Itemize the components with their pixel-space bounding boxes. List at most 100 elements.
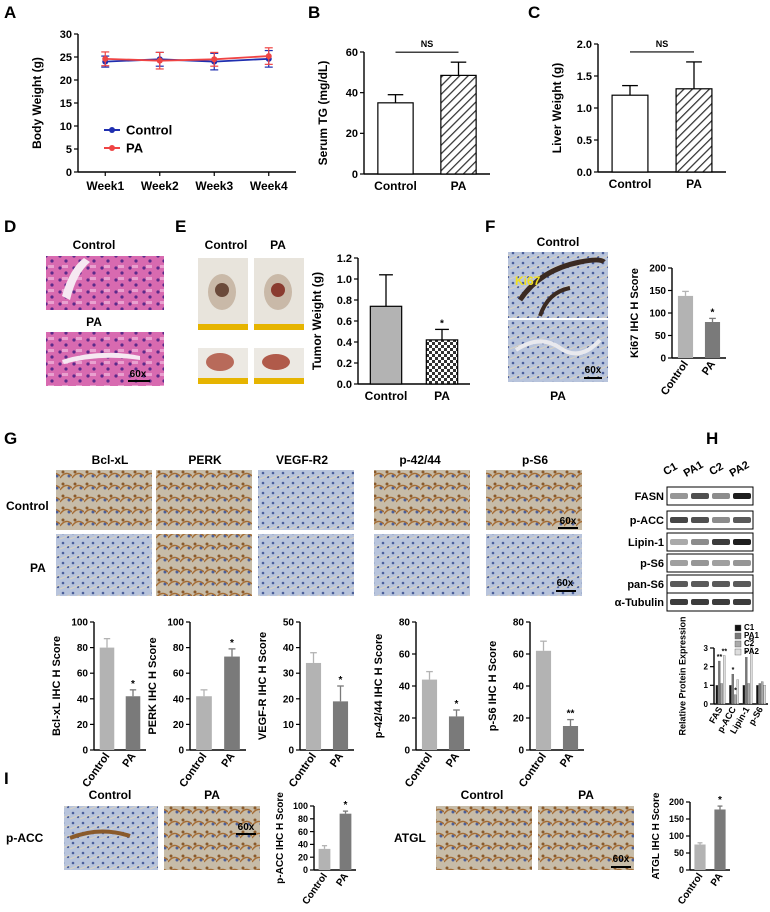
x-tick-label: PA (328, 751, 346, 770)
chart-a-legend: Control PA (104, 123, 172, 156)
panel-e-label-pa: PA (270, 238, 286, 252)
y-tick-label: 1.0 (577, 103, 592, 115)
panel-i-left-col-control: Control (89, 788, 132, 802)
y-tick-label: 40 (283, 643, 295, 654)
y-tick-label: 60 (77, 669, 89, 680)
legend-label: PA2 (744, 647, 760, 656)
significance-label: ** (749, 637, 755, 644)
y-tick-label: 20 (77, 720, 89, 731)
significance-label: * (339, 675, 343, 686)
x-tick-label: Control (80, 751, 112, 790)
panel-letter-g: G (4, 429, 17, 448)
y-tick-label: 1.5 (577, 71, 592, 83)
bar-c1 (715, 685, 719, 705)
y-tick-label: 0 (352, 169, 358, 181)
bar-pa (704, 322, 721, 358)
significance-label: * (131, 679, 135, 690)
legend-marker (109, 127, 115, 133)
x-tick-label: PA (434, 389, 450, 403)
y-tick-label: 20 (283, 694, 295, 705)
panel-d-label-pa: PA (86, 315, 102, 329)
data-point (102, 55, 109, 62)
y-tick-label: 2 (704, 662, 709, 671)
significance-label: NS (656, 39, 669, 49)
bar-pa (224, 656, 240, 750)
x-tick-label: Control (609, 177, 652, 191)
panel-f-image-control (508, 252, 608, 318)
blot-band (691, 599, 709, 605)
blot-band (670, 493, 688, 499)
significance-label: * (455, 699, 459, 710)
x-tick-label: Control (403, 751, 435, 790)
y-tick-label: 0 (704, 700, 709, 709)
chart-g2-axes: 0 20 40 60 80 100 PERK IHC H Score Control PA * (147, 618, 246, 790)
blot-label: p-ACC (630, 515, 664, 527)
y-axis-label: Liver Weight (g) (550, 63, 564, 153)
panel-letter-b: B (308, 3, 320, 22)
legend-label: PA1 (744, 631, 760, 640)
panel-letters: A B C D E F G H I (4, 3, 718, 788)
panel-letter-e: E (175, 217, 186, 236)
bar-pa1 (745, 657, 748, 705)
legend-swatch (734, 640, 742, 648)
significance-label: * (718, 795, 722, 806)
blot-band (733, 599, 751, 605)
y-tick-label: 20 (298, 852, 308, 862)
x-tick-label: Control (301, 871, 331, 907)
bar-control (694, 844, 706, 870)
blot-frame (666, 532, 754, 552)
y-tick-label: 100 (669, 831, 684, 841)
panel-f-image-pa (508, 320, 608, 382)
bar-c1 (729, 685, 732, 705)
panel-f-marker: Ki67 (515, 274, 541, 288)
y-axis-label: Body Weight (g) (30, 57, 44, 149)
y-tick-label: 15 (60, 98, 72, 110)
panel-h-lane-2: C2 (707, 461, 725, 478)
bar-pa (562, 726, 579, 750)
y-tick-label: 80 (399, 618, 411, 629)
bar-pa (448, 716, 465, 750)
y-tick-label: 40 (346, 88, 358, 100)
y-tick-label: 60 (513, 650, 525, 661)
bar-c2 (720, 683, 723, 705)
panel-i-left-scale: 60x (238, 822, 255, 833)
panel-i-right-col-control: Control (461, 788, 504, 802)
x-tick-label: Control (659, 359, 691, 398)
x-tick-label: PA (120, 751, 138, 770)
y-tick-label: 50 (655, 331, 667, 342)
y-tick-label: 0.6 (337, 316, 352, 328)
y-tick-label: 50 (674, 848, 684, 858)
y-tick-label: 0 (82, 746, 88, 757)
y-tick-label: 60 (346, 47, 358, 59)
bar-control (369, 305, 403, 385)
legend-swatch (734, 648, 742, 656)
bar-pa (125, 696, 141, 750)
blot-band (670, 517, 688, 523)
x-tick-label: Control (365, 389, 408, 403)
y-tick-label: 20 (173, 720, 185, 731)
y-tick-label: 0.4 (337, 337, 353, 349)
y-tick-label: 3 (704, 644, 709, 653)
chart-g4-axes: 0 20 40 60 80 p-42/44 IHC H Score Control PA * (373, 618, 470, 790)
y-tick-label: 10 (283, 720, 295, 731)
bar-pa (339, 813, 352, 870)
chart-a-axes: 0 5 10 15 20 25 30 Body Weight (g) Week1 Week2 Wee… (30, 29, 296, 193)
legend-label: Control (126, 123, 172, 138)
y-tick-label: 60 (173, 669, 185, 680)
chart-i1-axes: 0 20 40 60 80 100 p-ACC IHC H Score Control PA * (275, 792, 356, 907)
panel-i-right-col-pa: PA (578, 788, 594, 802)
panel-letter-d: D (4, 217, 16, 236)
significance-label: * (732, 667, 735, 674)
bar-control (99, 647, 115, 750)
y-tick-label: 1 (704, 681, 709, 690)
panel-g-row-control: Control (6, 499, 49, 513)
panel-f-label-control: Control (537, 235, 580, 249)
panel-g-stain-1: PERK (188, 453, 222, 467)
y-axis-label: Bcl-xL IHC H Score (51, 636, 63, 736)
panel-letter-f: F (485, 217, 495, 236)
panel-g-stain-0: Bcl-xL (92, 453, 129, 467)
x-tick-label: Control (676, 871, 706, 907)
x-tick-label: p-S6 (747, 705, 765, 727)
panel-h-blots: C1 PA1 C2 PA2 FASN p-ACC Lipin-1 p-S6 pan-S6… (615, 459, 754, 612)
